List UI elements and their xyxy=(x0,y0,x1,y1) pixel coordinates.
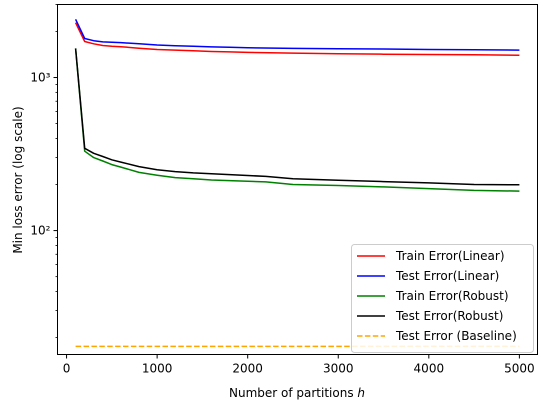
series-line-train-error-robust xyxy=(74,48,520,192)
series-line-test-error-robust xyxy=(74,48,520,186)
legend-box xyxy=(351,244,534,353)
x-tick-label: 5000 xyxy=(504,362,535,376)
legend-entry-label: Test Error(Robust) xyxy=(395,309,503,323)
y-axis-label: Min loss error (log scale) xyxy=(11,106,25,253)
x-axis-label-main: Number of partitions xyxy=(229,386,357,400)
x-axis-label-variable: h xyxy=(357,386,365,400)
legend-entry-label: Train Error(Linear) xyxy=(395,249,505,263)
y-tick-label: 10² xyxy=(30,224,50,238)
x-tick-label: 4000 xyxy=(414,362,445,376)
x-tick-label: 0 xyxy=(63,362,71,376)
x-axis-label: Number of partitions h xyxy=(229,386,365,400)
legend-entry-label: Train Error(Robust) xyxy=(395,289,509,303)
y-axis-ticks: 10² 10³ xyxy=(30,4,58,338)
legend-entry-label: Test Error (Baseline) xyxy=(395,329,517,343)
x-tick-label: 2000 xyxy=(232,362,263,376)
x-tick-label: 3000 xyxy=(323,362,354,376)
plot-content xyxy=(74,18,520,348)
legend-entry-label: Test Error(Linear) xyxy=(395,269,499,283)
y-tick-label: 10³ xyxy=(30,71,50,85)
series-line-train-error-linear xyxy=(74,22,520,56)
legend: Train Error(Linear) Test Error(Linear) Tra… xyxy=(351,244,534,353)
x-tick-label: 1000 xyxy=(142,362,173,376)
series-line-test-error-linear xyxy=(74,18,520,51)
x-axis-ticks: 0 1000 2000 3000 4000 5000 xyxy=(63,354,535,376)
